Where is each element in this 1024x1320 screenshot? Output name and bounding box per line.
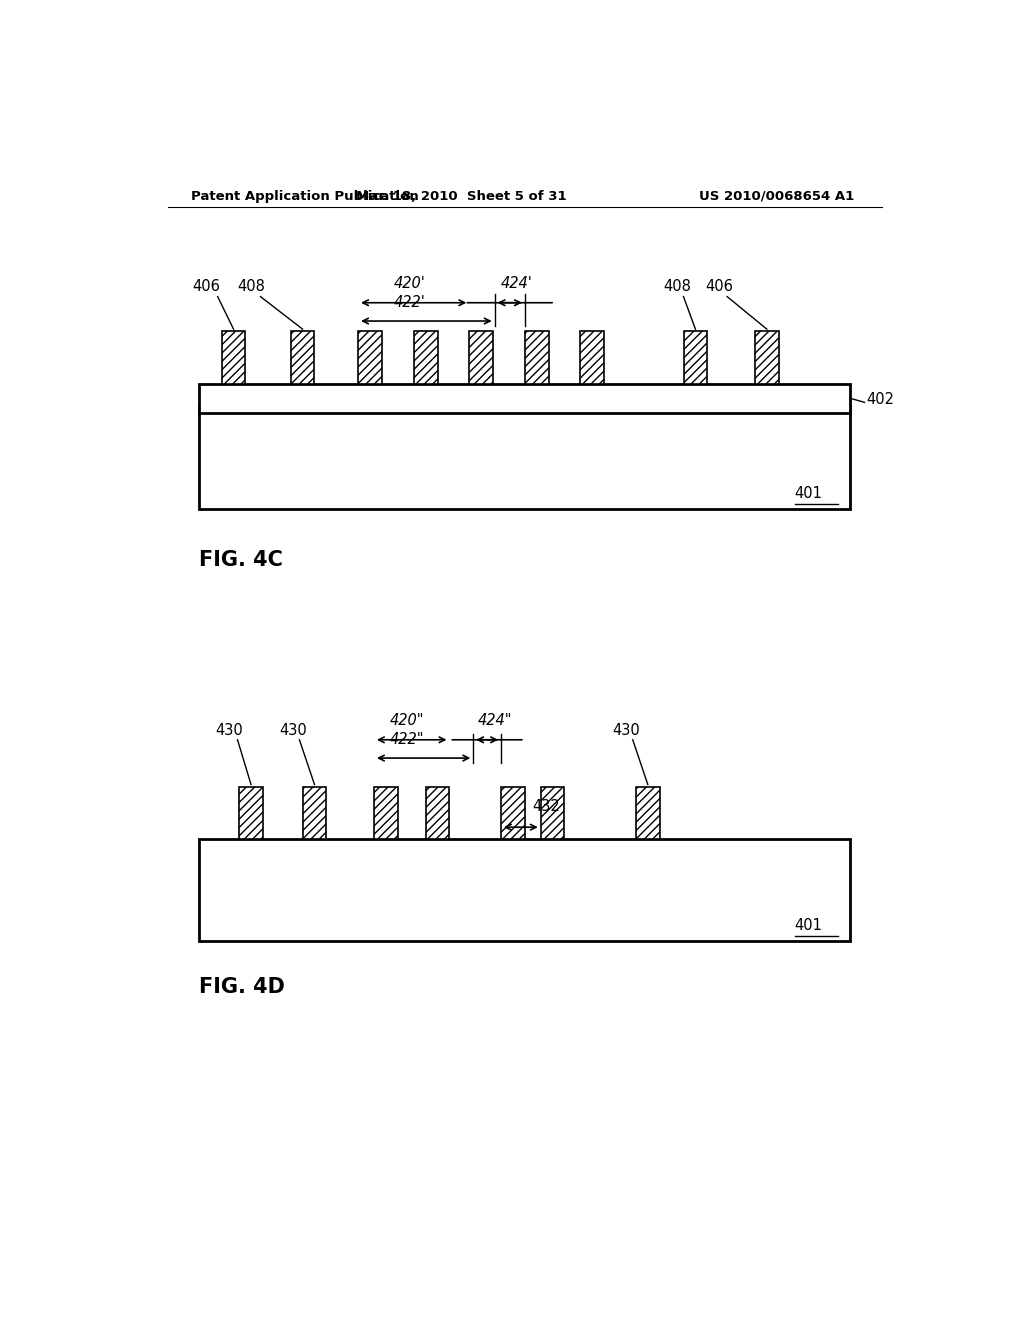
Text: 430: 430 [280,723,307,738]
Text: 401: 401 [795,917,822,933]
Text: FIG. 4C: FIG. 4C [200,550,284,570]
Bar [240,787,263,840]
Text: FIG. 4D: FIG. 4D [200,977,286,997]
Bar [303,787,327,840]
Text: 420': 420' [394,276,426,290]
Bar [524,331,549,384]
Text: 408: 408 [664,279,691,293]
Bar [684,331,708,384]
Text: 430: 430 [612,723,640,738]
Bar [426,787,450,840]
Bar [636,787,659,840]
Bar [414,331,437,384]
Text: 422': 422' [394,294,426,310]
Text: Mar. 18, 2010  Sheet 5 of 31: Mar. 18, 2010 Sheet 5 of 31 [356,190,566,202]
Bar [374,787,397,840]
Text: 432: 432 [532,799,560,814]
Bar [541,787,564,840]
Text: 420": 420" [390,713,425,727]
Bar [755,331,779,384]
Text: 430: 430 [216,723,244,738]
Text: US 2010/0068654 A1: US 2010/0068654 A1 [699,190,855,202]
Bar [200,408,850,510]
Bar [291,331,314,384]
Text: 424": 424" [477,713,512,727]
Text: 402: 402 [866,392,894,408]
Text: 408: 408 [238,279,265,293]
Bar [358,331,382,384]
Bar [200,384,850,412]
Bar [200,840,850,941]
Text: 424': 424' [501,276,532,290]
Text: 406: 406 [191,279,220,293]
Text: 422": 422" [390,731,425,747]
Bar [501,787,524,840]
Bar [221,331,246,384]
Text: 401: 401 [795,486,822,500]
Text: Patent Application Publication: Patent Application Publication [191,190,419,202]
Bar [581,331,604,384]
Bar [469,331,494,384]
Text: 406: 406 [706,279,733,293]
